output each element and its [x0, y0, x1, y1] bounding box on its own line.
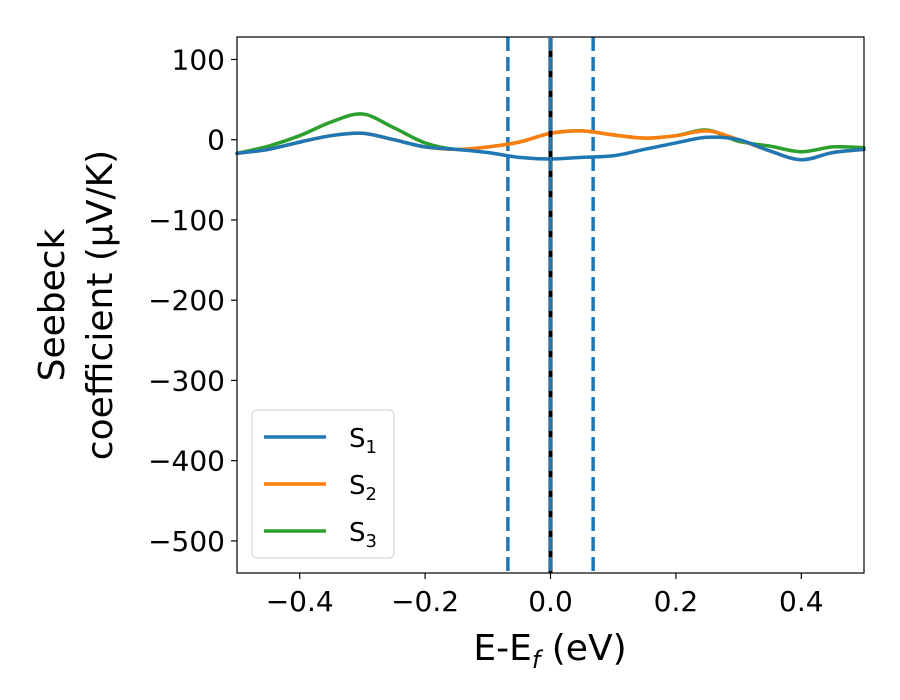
x-tick-label: −0.4 [266, 585, 334, 618]
y-tick-label: −200 [148, 284, 225, 317]
x-tick-label: −0.2 [391, 585, 459, 618]
vertical-reference-lines [506, 37, 595, 573]
x-tick-label: 0.2 [654, 585, 699, 618]
y-tick-label: −500 [148, 525, 225, 558]
y-tick-label: 100 [172, 43, 225, 76]
legend-label-s1: S1 [349, 424, 377, 458]
y-tick-label: −400 [148, 445, 225, 478]
y-axis-label-line2: coefficient (μV/K) [80, 150, 121, 460]
legend-label-s2: S2 [349, 471, 377, 505]
y-axis-label-line1: Seebeck [32, 228, 73, 381]
x-axis-label-main: E-E [473, 628, 531, 669]
x-tick-label: 0.0 [528, 585, 573, 618]
legend-label-s3: S3 [349, 518, 377, 552]
y-tick-label: −100 [148, 204, 225, 237]
y-axis-ticks: 100 0 −100 −200 −300 −400 −500 [148, 43, 237, 558]
y-tick-label: −300 [148, 364, 225, 397]
y-tick-label: 0 [207, 124, 225, 157]
x-tick-label: 0.4 [779, 585, 824, 618]
x-axis-label: E-Ef (eV) [473, 628, 626, 674]
legend: S1 S2 S3 [251, 409, 395, 559]
x-axis-label-tail: (eV) [540, 628, 626, 669]
x-axis-ticks: −0.4 −0.2 0.0 0.2 0.4 [266, 573, 824, 618]
